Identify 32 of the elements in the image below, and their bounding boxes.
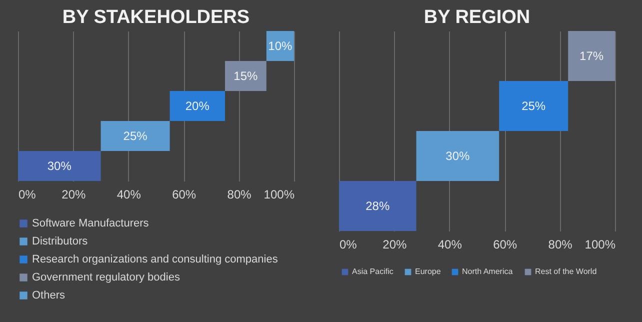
legend-label: Asia Pacific xyxy=(352,267,394,276)
data-label: 10% xyxy=(268,39,293,53)
x-tick-label: 20% xyxy=(382,238,408,252)
legend-label: Distributors xyxy=(32,236,88,248)
x-tick-label: 40% xyxy=(438,238,462,252)
data-label: 28% xyxy=(366,199,390,213)
data-label: 25% xyxy=(123,129,148,143)
data-label: 30% xyxy=(446,149,470,163)
legend-label: North America xyxy=(462,267,514,276)
legend-label: Government regulatory bodies xyxy=(32,272,180,284)
x-tick-label: 100% xyxy=(584,238,616,252)
x-tick-label: 0% xyxy=(18,188,36,202)
x-tick-label: 40% xyxy=(116,188,142,202)
x-tick-label: 0% xyxy=(340,238,358,252)
x-tick-label: 80% xyxy=(548,238,573,252)
legend-label: Europe xyxy=(415,267,442,276)
data-label: 30% xyxy=(47,159,72,173)
x-tick-label: 60% xyxy=(493,238,518,252)
legend-label: Software Manufacturers xyxy=(32,218,150,230)
data-label: 17% xyxy=(580,49,604,63)
legend-label: Others xyxy=(32,290,66,302)
data-label: 15% xyxy=(234,69,258,83)
chart-title: BY REGION xyxy=(424,7,530,28)
chart-title: BY STAKEHOLDERS xyxy=(62,7,250,28)
legend-label: Research organizations and consulting companies xyxy=(32,254,278,266)
data-label: 20% xyxy=(185,99,210,113)
x-tick-label: 60% xyxy=(172,188,196,202)
data-label: 25% xyxy=(522,99,546,113)
x-tick-label: 80% xyxy=(227,188,252,202)
x-tick-label: 100% xyxy=(264,188,295,202)
legend-label: Rest of the World xyxy=(535,267,597,276)
x-tick-label: 20% xyxy=(62,188,86,202)
